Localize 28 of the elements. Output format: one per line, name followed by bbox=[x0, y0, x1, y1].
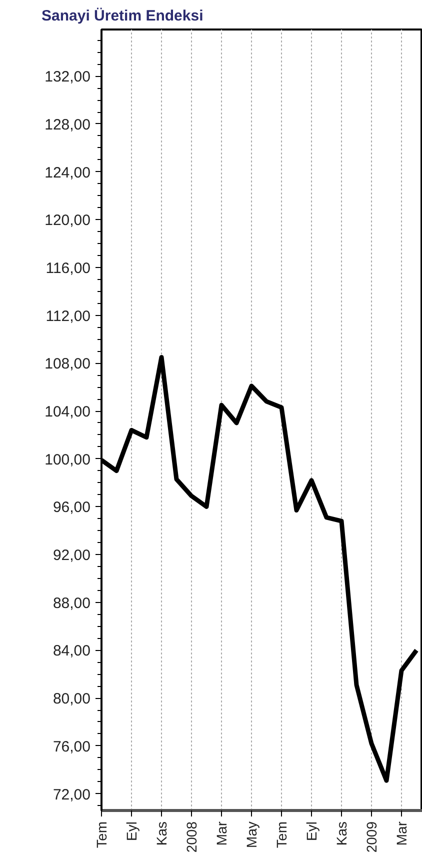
y-tick-label: 128,00 bbox=[44, 116, 91, 134]
y-tick-label: 116,00 bbox=[46, 260, 90, 278]
x-tick-label: Mar bbox=[394, 821, 410, 846]
x-tick-label: May bbox=[244, 821, 260, 848]
y-tick-label: 100,00 bbox=[44, 451, 91, 468]
x-tick-label: Tem bbox=[274, 821, 290, 848]
y-tick-label: 96,00 bbox=[52, 499, 91, 516]
chart-title: Sanayi Üretim Endeksi bbox=[42, 8, 204, 24]
y-tick-label: 88,00 bbox=[52, 594, 91, 612]
y-tick-label: 84,00 bbox=[52, 642, 91, 660]
x-tick-label: Kas bbox=[334, 822, 350, 846]
x-tick-label: Eyl bbox=[304, 821, 320, 841]
y-tick-label: 104,00 bbox=[44, 404, 91, 421]
x-tick-label: Kas bbox=[154, 822, 170, 846]
y-tick-label: 120,00 bbox=[44, 212, 91, 230]
x-tick-label: Tem bbox=[94, 821, 110, 848]
y-tick-label: 76,00 bbox=[52, 738, 91, 756]
y-tick-label: 92,00 bbox=[52, 547, 91, 564]
x-tick-label: 2008 bbox=[184, 821, 200, 853]
y-tick-label: 72,00 bbox=[52, 786, 91, 804]
x-tick-label: 2009 bbox=[364, 821, 380, 853]
x-tick-label: Mar bbox=[214, 821, 230, 846]
y-tick-label: 108,00 bbox=[44, 356, 91, 373]
y-tick-label: 132,00 bbox=[44, 68, 91, 86]
y-tick-label: 124,00 bbox=[44, 164, 91, 182]
y-tick-label: 112,00 bbox=[46, 308, 90, 325]
x-tick-label: Eyl bbox=[124, 821, 140, 841]
y-tick-label: 80,00 bbox=[52, 690, 91, 708]
